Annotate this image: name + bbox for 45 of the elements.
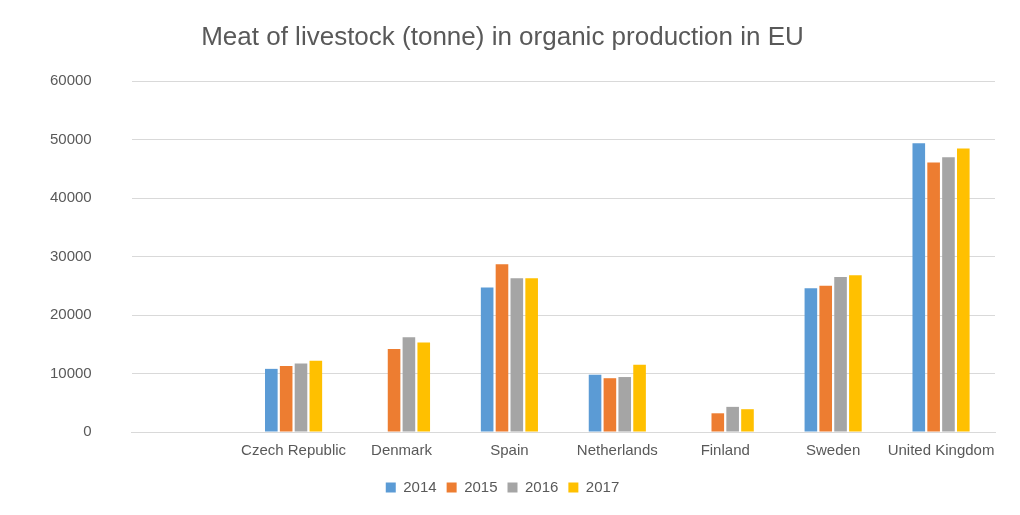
y-tick-label: 30000 bbox=[49, 246, 92, 264]
bar bbox=[912, 143, 926, 432]
legend-label: 2015 bbox=[464, 477, 498, 495]
bar bbox=[402, 337, 416, 432]
bar bbox=[741, 409, 754, 432]
legend-label: 2016 bbox=[525, 477, 559, 495]
x-tick-label: Spain bbox=[490, 441, 529, 459]
legend-label: 2014 bbox=[403, 477, 437, 495]
bar bbox=[588, 374, 602, 432]
bar bbox=[603, 378, 617, 432]
x-tick-label: Netherlands bbox=[576, 441, 658, 459]
bar bbox=[633, 364, 646, 432]
bar bbox=[495, 264, 509, 432]
x-tick-label: Finland bbox=[700, 441, 750, 459]
bar bbox=[726, 406, 739, 432]
bar bbox=[942, 157, 955, 432]
bar bbox=[834, 277, 847, 432]
chart-title: Meat of livestock (tonne) in organic production in EU bbox=[201, 20, 804, 51]
y-tick-label: 40000 bbox=[49, 188, 92, 206]
bar bbox=[819, 285, 833, 432]
bar bbox=[957, 148, 970, 432]
legend-label: 2017 bbox=[585, 477, 620, 495]
x-tick-label: United Kingdom bbox=[887, 441, 995, 459]
bar bbox=[525, 278, 538, 432]
bar bbox=[510, 278, 524, 432]
bar bbox=[309, 360, 323, 432]
bar bbox=[480, 287, 494, 432]
x-tick-label: Czech Republic bbox=[241, 441, 347, 459]
bar bbox=[387, 348, 401, 432]
bar bbox=[804, 288, 818, 432]
bar bbox=[618, 377, 632, 432]
x-tick-label: Denmark bbox=[371, 441, 433, 459]
bar bbox=[279, 365, 293, 432]
bar bbox=[711, 413, 725, 432]
bar bbox=[927, 162, 940, 432]
y-tick-label: 50000 bbox=[49, 129, 92, 147]
bar bbox=[294, 363, 308, 432]
y-tick-label: 10000 bbox=[49, 363, 92, 381]
y-tick-label: 60000 bbox=[49, 71, 92, 89]
bar bbox=[849, 275, 862, 432]
bar bbox=[265, 368, 278, 432]
x-tick-label: Sweden bbox=[806, 441, 861, 459]
y-tick-label: 0 bbox=[83, 422, 92, 440]
bar bbox=[417, 342, 431, 432]
y-tick-label: 20000 bbox=[49, 305, 92, 323]
